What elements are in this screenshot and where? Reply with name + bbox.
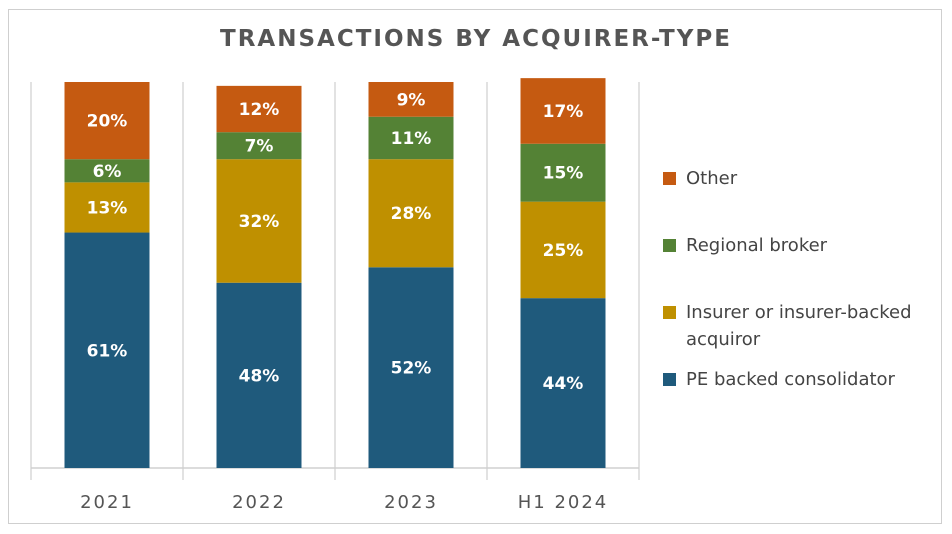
data-label: 44% bbox=[543, 374, 584, 394]
data-label: 17% bbox=[543, 102, 584, 122]
bar-segment bbox=[64, 82, 150, 160]
bar-segment bbox=[216, 159, 302, 283]
bar-segment bbox=[368, 82, 454, 117]
data-label: 13% bbox=[87, 198, 128, 218]
legend-item: Other bbox=[663, 165, 931, 192]
legend-item: PE backed consolidator bbox=[663, 366, 931, 393]
x-tick-label: 2023 bbox=[384, 492, 438, 513]
x-tick-label: H1 2024 bbox=[518, 492, 609, 513]
legend-swatch bbox=[663, 306, 676, 319]
bar-segment bbox=[520, 298, 606, 468]
data-label: 11% bbox=[391, 129, 432, 149]
bar-segment bbox=[216, 282, 302, 468]
bar-segment bbox=[368, 116, 454, 160]
legend-label: Insurer or insurer-backed acquiror bbox=[686, 302, 912, 350]
data-label: 15% bbox=[543, 164, 584, 184]
legend-swatch bbox=[663, 239, 676, 252]
legend-label: PE backed consolidator bbox=[686, 369, 895, 390]
bar-segment bbox=[368, 267, 454, 468]
legend-label: Regional broker bbox=[686, 235, 828, 256]
bar-segment bbox=[520, 201, 606, 299]
data-label: 28% bbox=[391, 204, 432, 224]
data-label: 7% bbox=[245, 137, 274, 157]
bar-segment bbox=[64, 232, 150, 468]
chart-title: TRANSACTIONS BY ACQUIRER-TYPE bbox=[220, 26, 732, 52]
legend-item: Insurer or insurer-backed acquiror bbox=[663, 299, 931, 353]
data-label: 52% bbox=[391, 359, 432, 379]
bar-segment bbox=[216, 85, 302, 133]
data-label: 6% bbox=[93, 162, 122, 182]
data-label: 9% bbox=[397, 90, 426, 110]
bar-segment bbox=[520, 143, 606, 202]
data-label: 61% bbox=[87, 341, 128, 361]
chart-frame bbox=[8, 9, 942, 524]
data-label: 12% bbox=[239, 100, 280, 120]
bar-segment bbox=[64, 182, 150, 233]
legend-swatch bbox=[663, 172, 676, 185]
legend-label: Other bbox=[686, 168, 738, 189]
bar-segment bbox=[64, 159, 150, 183]
data-label: 48% bbox=[239, 366, 280, 386]
bar-segment bbox=[216, 132, 302, 160]
data-label: 32% bbox=[239, 212, 280, 232]
data-label: 25% bbox=[543, 241, 584, 261]
bar-segment bbox=[368, 159, 454, 268]
data-label: 20% bbox=[87, 112, 128, 132]
legend-swatch bbox=[663, 373, 676, 386]
bar-segment bbox=[520, 78, 606, 144]
x-tick-label: 2021 bbox=[80, 492, 134, 513]
x-tick-label: 2022 bbox=[232, 492, 286, 513]
legend-item: Regional broker bbox=[663, 232, 931, 259]
